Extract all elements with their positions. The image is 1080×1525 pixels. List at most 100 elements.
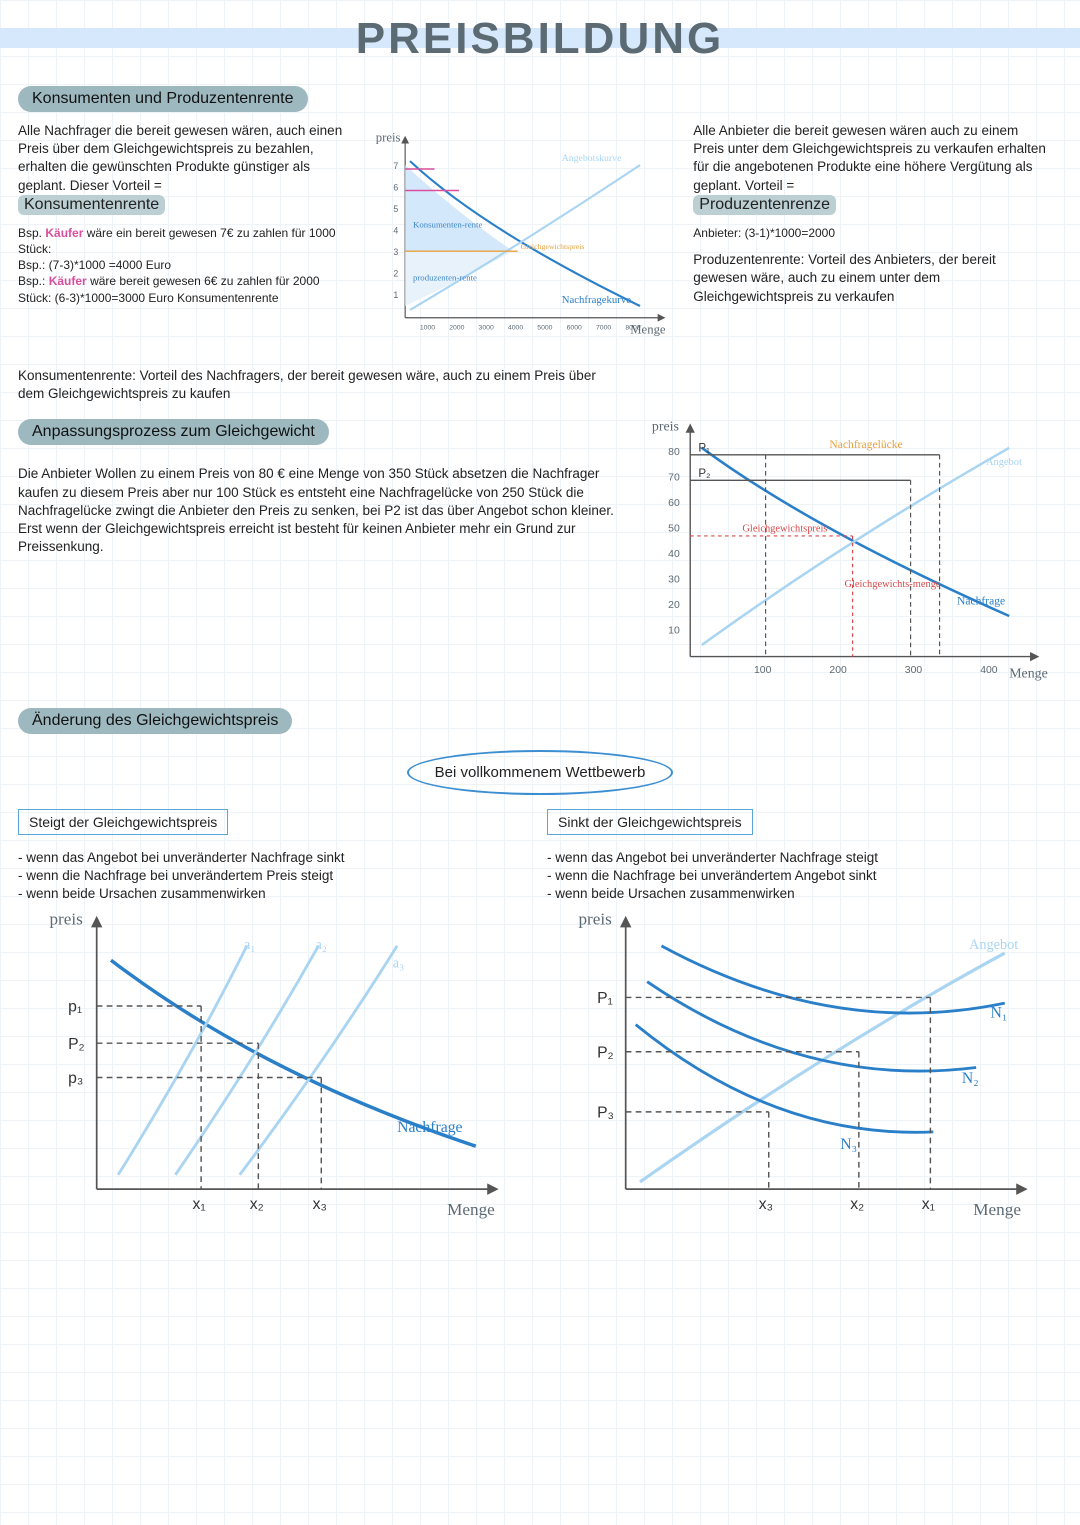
svg-text:10: 10 xyxy=(668,626,680,637)
svg-text:7: 7 xyxy=(393,161,398,171)
page-title: PREISBILDUNG xyxy=(356,10,724,64)
svg-text:4: 4 xyxy=(393,226,398,236)
svg-text:5000: 5000 xyxy=(537,324,552,331)
s3-chart-left: preis Menge Nachfrage a₁ a₂ a₃ xyxy=(18,903,533,1232)
svg-text:100: 100 xyxy=(754,665,772,676)
s1-ex2-prefix: Bsp.: xyxy=(18,274,45,288)
svg-text:50: 50 xyxy=(668,524,680,535)
section2-heading: Anpassungsprozess zum Gleichgewicht xyxy=(18,419,329,445)
s3-right-bullets: wenn das Angebot bei unveränderter Nachf… xyxy=(547,849,1062,904)
s2-gap-label: Nachfragelücke xyxy=(829,438,902,451)
s1-supply-label: Angebotskurve xyxy=(562,153,622,164)
s3r-n2: N₂ xyxy=(962,1071,979,1088)
svg-text:40: 40 xyxy=(668,549,680,560)
s1-ylabel: preis xyxy=(376,131,401,145)
s1-prod-label: produzenten-rente xyxy=(413,273,477,283)
s1-right-def: Produzentenrente: Vorteil des Anbieters,… xyxy=(693,251,1048,306)
svg-text:6: 6 xyxy=(393,183,398,193)
section3-heading: Änderung des Gleichgewichtspreis xyxy=(18,708,292,734)
s1-demand-label: Nachfragekurve xyxy=(562,294,631,306)
s3r-xlabel: Menge xyxy=(973,1200,1021,1219)
s3r-p1: P₁ xyxy=(597,991,613,1008)
s2-eqqty-label: Gleichgewichts-menge xyxy=(844,579,940,590)
section-rent: Konsumenten und Produzentenrente Alle Na… xyxy=(18,80,1062,403)
s1-ex1: Bsp. Käufer wäre ein bereit gewesen 7€ z… xyxy=(18,225,352,274)
svg-text:1: 1 xyxy=(393,290,398,300)
s1-ex2-pink: Käufer xyxy=(49,274,87,288)
svg-text:6000: 6000 xyxy=(567,324,582,331)
s1-ex1-prefix: Bsp. xyxy=(18,226,42,240)
s3l-x1: x₁ xyxy=(193,1197,206,1214)
s3r-p3: P₃ xyxy=(597,1105,614,1122)
svg-text:4000: 4000 xyxy=(508,324,523,331)
svg-text:2: 2 xyxy=(393,269,398,279)
s1-right-text: Alle Anbieter die bereit gewesen wären a… xyxy=(693,123,1046,193)
list-item: wenn beide Ursachen zusammenwirken xyxy=(18,885,533,903)
s3-chart-right: preis Menge Angebot N₁ N₂ N₃ xyxy=(547,903,1062,1232)
s1-ex1-calc: Bsp.: (7-3)*1000 =4000 Euro xyxy=(18,258,171,272)
s3l-xlabel: Menge xyxy=(447,1200,495,1219)
s1-left-highlight: Konsumentenrente xyxy=(18,195,165,215)
s3-oval: Bei vollkommenem Wettbewerb xyxy=(407,750,674,795)
s1-ex2: Bsp.: Käufer wäre bereit gewesen 6€ zu z… xyxy=(18,273,352,305)
s3r-x3: x₃ xyxy=(759,1197,773,1214)
s2-demand-label: Nachfrage xyxy=(957,595,1005,608)
svg-text:400: 400 xyxy=(980,665,998,676)
s2-chart: preis Menge 10 20 30 40 50 60 70 80 100 200 300… xyxy=(638,413,1056,691)
s1-left-def: Konsumentenrente: Vorteil des Nachfrager… xyxy=(18,367,603,403)
svg-text:70: 70 xyxy=(668,473,680,484)
s3l-ylabel: preis xyxy=(49,910,83,929)
svg-text:7000: 7000 xyxy=(596,324,611,331)
s2-supply-label: Angebot xyxy=(986,458,1022,469)
section-change: Änderung des Gleichgewichtspreis Bei vol… xyxy=(18,702,1062,1233)
s2-ylabel: preis xyxy=(651,420,678,435)
svg-text:300: 300 xyxy=(904,665,922,676)
s3-left-box: Steigt der Gleichgewichtspreis xyxy=(18,809,228,835)
s1-cons-label: Konsumenten-rente xyxy=(413,220,482,230)
s3-right-box: Sinkt der Gleichgewichtspreis xyxy=(547,809,753,835)
s3l-a1: a₁ xyxy=(244,937,255,953)
svg-text:60: 60 xyxy=(668,498,680,509)
svg-text:30: 30 xyxy=(668,575,680,586)
section1-heading: Konsumenten und Produzentenrente xyxy=(18,86,308,112)
s2-eqprice-label: Gleichgewichtspreis xyxy=(742,524,827,535)
svg-text:5: 5 xyxy=(393,204,398,214)
s3l-a2: a₂ xyxy=(316,937,327,953)
s2-xlabel: Menge xyxy=(1009,667,1048,682)
s1-eq-label: Gleichgewichtspreis xyxy=(521,242,585,251)
svg-text:20: 20 xyxy=(668,600,680,611)
svg-text:200: 200 xyxy=(829,665,847,676)
svg-text:3: 3 xyxy=(393,247,398,257)
s1-ex1-pink: Käufer xyxy=(45,226,83,240)
s1-left-text: Alle Nachfrager die bereit gewesen wären… xyxy=(18,123,342,193)
s3l-p1: p₁ xyxy=(68,999,82,1016)
s3l-p2: P₂ xyxy=(68,1036,85,1053)
s3r-x1: x₁ xyxy=(922,1197,935,1214)
s3r-x2: x₂ xyxy=(850,1197,864,1214)
svg-text:1000: 1000 xyxy=(420,324,435,331)
list-item: wenn das Angebot bei unveränderter Nachf… xyxy=(547,849,1062,867)
list-item: wenn die Nachfrage bei unverändertem Pre… xyxy=(18,867,533,885)
s1-right-highlight: Produzentenrenze xyxy=(693,195,836,215)
list-item: wenn das Angebot bei unveränderter Nachf… xyxy=(18,849,533,867)
svg-text:80: 80 xyxy=(668,447,680,458)
list-item: wenn die Nachfrage bei unverändertem Ang… xyxy=(547,867,1062,885)
s1-left-para: Alle Nachfrager die bereit gewesen wären… xyxy=(18,122,352,195)
title-area: PREISBILDUNG xyxy=(18,10,1062,80)
svg-text:8000: 8000 xyxy=(625,324,640,331)
s3r-ylabel: preis xyxy=(578,910,612,929)
s3l-x2: x₂ xyxy=(250,1197,264,1214)
s3l-demand-label: Nachfrage xyxy=(397,1119,462,1136)
svg-text:3000: 3000 xyxy=(479,324,494,331)
s3l-x3: x₃ xyxy=(313,1197,327,1214)
s1-right-ex: Anbieter: (3-1)*1000=2000 xyxy=(693,225,1048,241)
s3r-p2: P₂ xyxy=(597,1045,614,1062)
list-item: wenn beide Ursachen zusammenwirken xyxy=(547,885,1062,903)
s2-p2: P₂ xyxy=(698,468,710,480)
section-adjustment: Anpassungsprozess zum Gleichgewicht Die … xyxy=(18,413,1062,691)
s3r-supply-label: Angebot xyxy=(969,937,1018,953)
s1-chart: preis Menge 123 4567 100020003000 400050… xyxy=(366,122,679,357)
s3l-p3: p₃ xyxy=(68,1071,83,1088)
s3l-a3: a₃ xyxy=(393,956,404,972)
s3r-n3: N₃ xyxy=(840,1136,857,1153)
